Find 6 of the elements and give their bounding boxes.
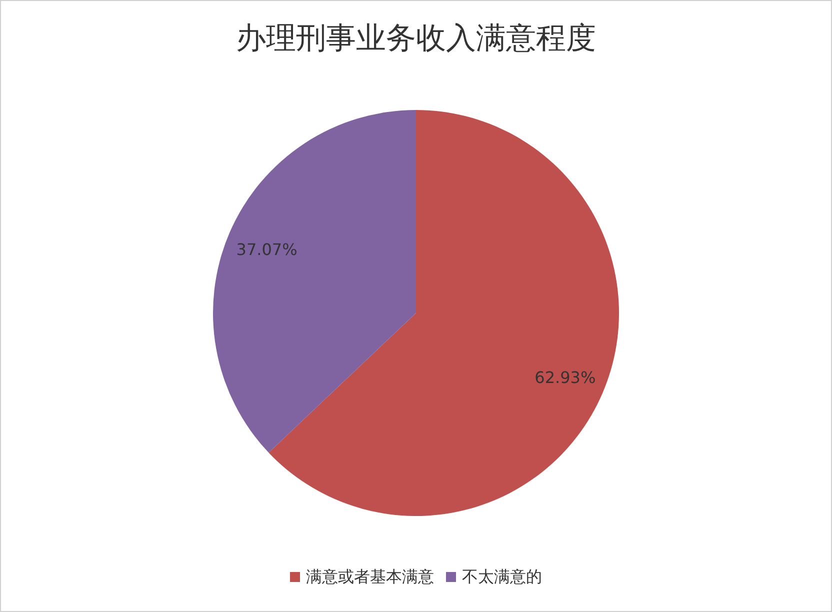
data-label: 62.93% [534, 368, 596, 388]
pie-slice [213, 110, 416, 453]
data-label: 37.07% [236, 240, 298, 259]
chart-title: 办理刑事业务收入满意程度 [236, 21, 596, 56]
legend-label: 不太满意的 [462, 567, 542, 586]
legend-label: 满意或者基本满意 [306, 567, 434, 586]
